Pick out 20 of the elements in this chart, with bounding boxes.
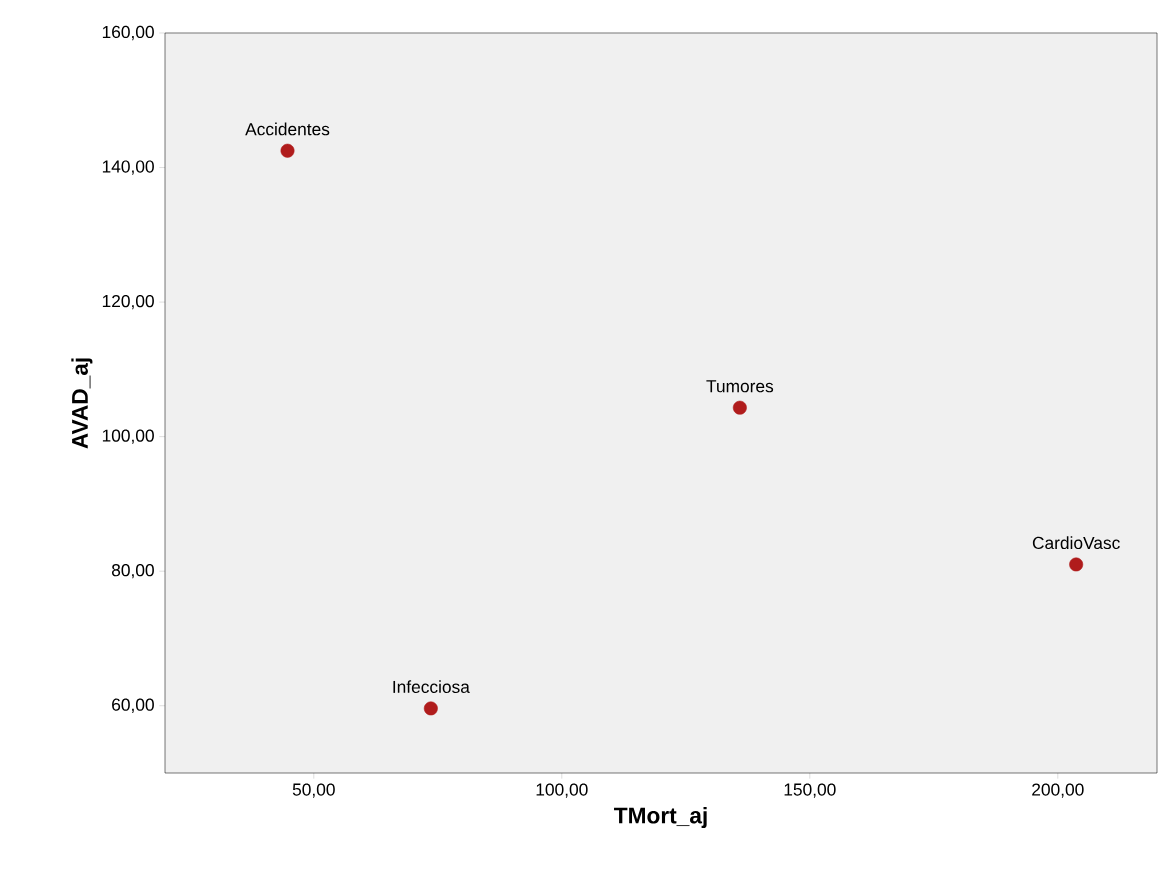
x-tick-label: 100,00 xyxy=(536,783,588,798)
point xyxy=(280,143,295,158)
annotation: CardioVasc xyxy=(1032,536,1120,550)
y-tick-label: 60,00 xyxy=(112,698,154,713)
annotation: Accidentes xyxy=(245,122,330,136)
x-tick-label: 150,00 xyxy=(784,783,836,798)
x-axis-title: TMort_aj xyxy=(614,806,707,829)
y-axis-title: AVAD_aj xyxy=(71,358,93,449)
point xyxy=(423,701,438,716)
annotation: Tumores xyxy=(706,380,774,393)
annotation: Infecciosa xyxy=(393,680,470,694)
y-tick-label: 140,00 xyxy=(102,160,154,175)
y-tick-label: 120,00 xyxy=(102,294,154,310)
x-tick-label: 200,00 xyxy=(1032,783,1084,798)
x-tick-label: 50,00 xyxy=(292,783,335,798)
y-tick-label: 160,00 xyxy=(102,25,154,41)
point xyxy=(1069,557,1084,572)
y-tick-label: 80,00 xyxy=(111,564,154,579)
y-tick-label: 100,00 xyxy=(102,429,154,444)
point xyxy=(732,400,747,415)
